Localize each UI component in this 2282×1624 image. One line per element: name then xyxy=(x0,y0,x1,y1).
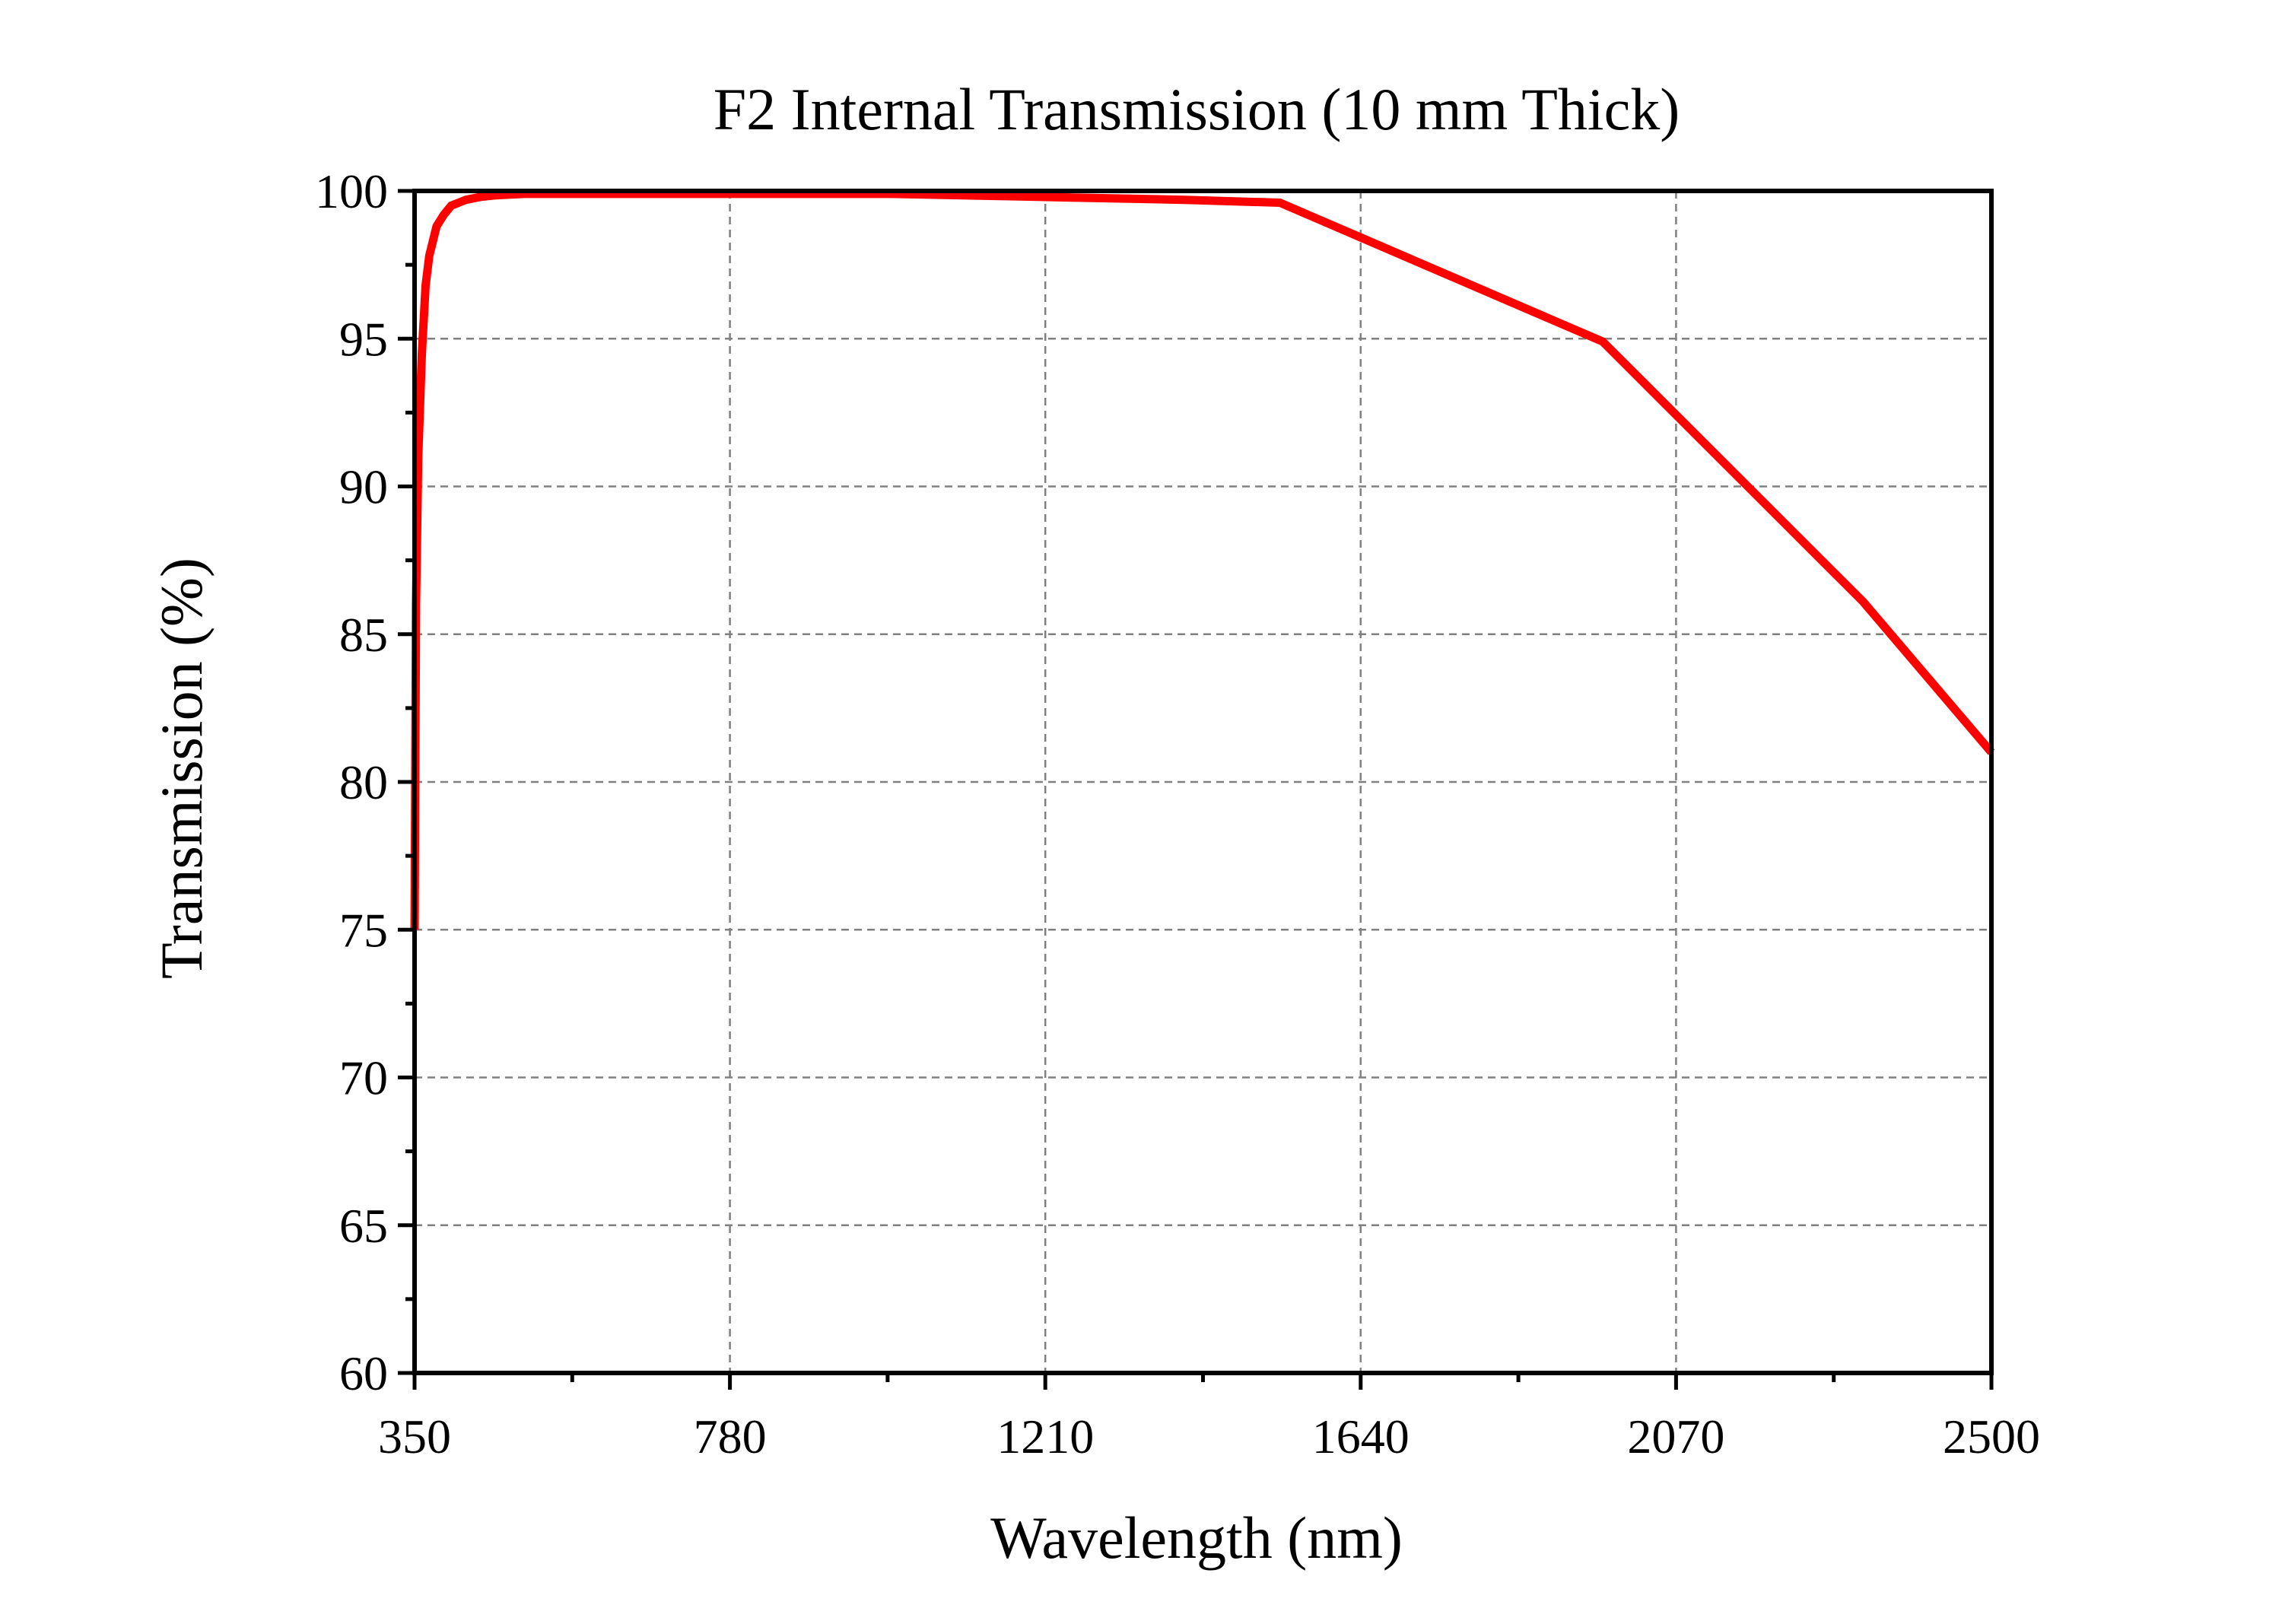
grid-lines xyxy=(415,191,1991,1373)
y-tick-label: 80 xyxy=(339,755,388,809)
y-tick-label: 75 xyxy=(339,903,388,957)
series-layer xyxy=(410,189,1995,930)
y-tick-label: 65 xyxy=(339,1199,388,1253)
y-tick-label: 85 xyxy=(339,608,388,662)
y-tick-label: 90 xyxy=(339,460,388,514)
y-tick-label: 100 xyxy=(315,164,388,218)
y-tick-label: 60 xyxy=(339,1346,388,1400)
y-axis-label: Transmission (%) xyxy=(148,558,215,979)
y-tick-label: 95 xyxy=(339,312,388,366)
tick-labels: 350 780 1210 1640 2070 2500 60 65 70 75 80 85 90 95 10… xyxy=(315,164,2040,1464)
y-tick-label: 70 xyxy=(339,1051,388,1105)
x-axis-label: Wavelength (nm) xyxy=(990,1505,1403,1571)
x-tick-label: 1640 xyxy=(1312,1409,1410,1464)
chart-title: F2 Internal Transmission (10 mm Thick) xyxy=(714,76,1680,142)
transmission-series-line xyxy=(410,189,1995,930)
x-tick-label: 350 xyxy=(378,1409,451,1464)
axis-ticks xyxy=(398,189,1994,1390)
x-tick-label: 2500 xyxy=(1943,1409,2040,1464)
x-tick-label: 1210 xyxy=(996,1409,1094,1464)
x-tick-label: 2070 xyxy=(1627,1409,1724,1464)
x-tick-label: 780 xyxy=(694,1409,767,1464)
